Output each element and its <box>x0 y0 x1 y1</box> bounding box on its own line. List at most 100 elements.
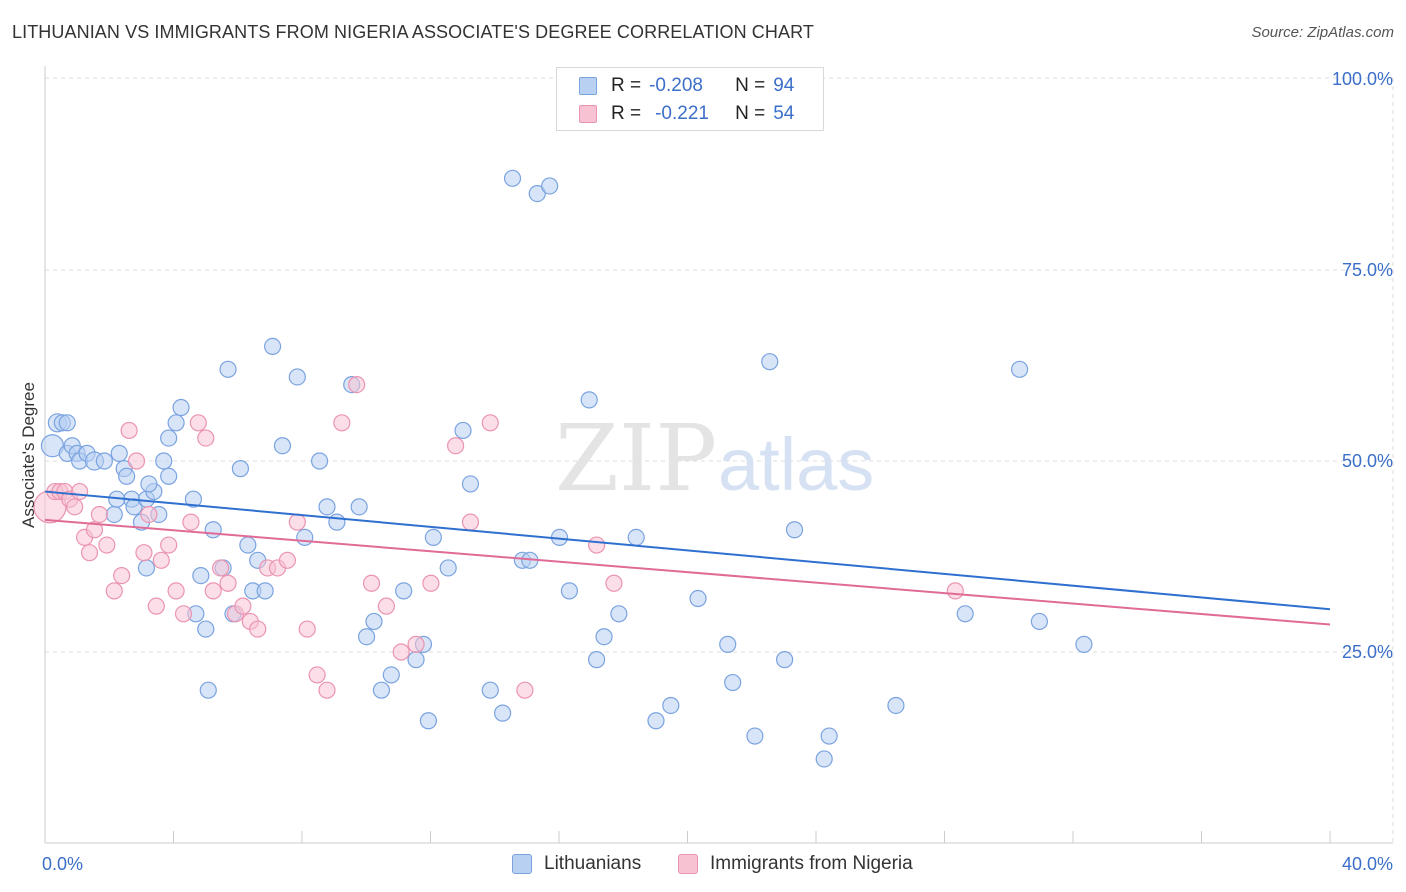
y-tick-label-75: 75.0% <box>1342 260 1393 280</box>
nigeria-point <box>113 566 131 585</box>
lithuanian-point <box>263 337 282 355</box>
trend-layer <box>44 490 1331 626</box>
lithuanian-point <box>310 452 329 470</box>
lithuanian-point <box>140 475 158 493</box>
lithuanian-point <box>288 368 306 386</box>
lithuanian-point <box>785 521 804 539</box>
lithuanian-point <box>160 429 178 447</box>
lithuanian-point <box>647 712 665 730</box>
nigeria-point <box>288 513 306 531</box>
lithuanian-point <box>382 666 400 684</box>
lithuanian-point <box>439 559 457 577</box>
lithuanian-point <box>395 582 413 600</box>
lithuanian-point <box>689 589 707 608</box>
lithuanian-point <box>199 681 217 699</box>
nigeria-point <box>80 544 99 562</box>
lithuanian-point <box>296 528 314 547</box>
nigeria-point <box>308 666 326 684</box>
nigeria-point <box>333 414 351 432</box>
lithuanian-point <box>454 421 472 440</box>
x-tick-label-min: 0.0% <box>42 854 83 874</box>
nigeria-point <box>516 681 534 699</box>
lithuanian-point <box>610 605 628 623</box>
lithuanian-point <box>167 414 185 432</box>
lithuanian-point <box>197 620 215 638</box>
legend-n-label: N = <box>735 103 766 124</box>
bottom-legend-swatch-blue <box>512 854 532 874</box>
lithuanian-point <box>1011 360 1029 378</box>
lithuanian-point <box>95 452 113 470</box>
lithuanian-point <box>494 704 512 722</box>
nigeria-point <box>140 505 158 524</box>
nigeria-point <box>90 505 109 524</box>
nigeria-point <box>392 643 410 661</box>
bottom-legend-swatch-pink <box>678 854 698 874</box>
lithuanian-point <box>461 475 480 493</box>
nigeria-point <box>197 429 215 447</box>
nigeria-point <box>377 597 395 615</box>
watermark-atlas: atlas <box>718 423 874 506</box>
nigeria-point <box>189 414 207 432</box>
lithuanian-point <box>219 360 237 378</box>
nigeria-point <box>152 551 170 569</box>
lithuanian-point <box>1030 612 1048 631</box>
nigeria-point <box>85 521 104 539</box>
lithuanian-point <box>820 727 838 745</box>
nigeria-point <box>182 513 200 531</box>
nigeria-point <box>120 421 138 440</box>
nigeria-point <box>71 482 89 501</box>
nigeria-point <box>167 582 185 600</box>
lithuanian-point <box>192 566 210 585</box>
lithuanian-point <box>724 673 742 692</box>
axis-layer: 25.0% 50.0% 75.0% 100.0% 0.0% 40.0% <box>42 66 1393 874</box>
legend-row-lithuanians: R = -0.208 N = 94 <box>579 74 794 98</box>
legend-n-label: N = <box>735 75 766 96</box>
lithuanian-point <box>580 391 598 409</box>
watermark-zip: ZIP <box>555 405 717 512</box>
legend-row-nigeria: R = -0.221 N = 54 <box>579 102 794 126</box>
x-tick-label-max: 40.0% <box>1342 854 1393 874</box>
nigeria-point <box>135 544 153 562</box>
nigeria-point <box>407 635 425 653</box>
watermark: ZIP atlas <box>555 405 874 512</box>
lithuanian-point <box>503 169 522 187</box>
lithuanian-point <box>204 521 222 539</box>
lithuanian-point <box>595 628 613 646</box>
lithuanian-point <box>627 528 645 547</box>
nigeria-point <box>278 551 297 569</box>
nigeria-point <box>174 605 193 623</box>
bottom-legend-lithuanians: Lithuanians <box>512 852 641 876</box>
lithuanian-point <box>424 528 442 547</box>
legend-swatch-blue <box>579 77 597 95</box>
nigeria-point <box>481 414 499 432</box>
lithuanian-point <box>184 490 203 508</box>
legend-n-value-2: 54 <box>773 103 795 124</box>
lithuanian-point <box>761 353 779 371</box>
nigeria-point <box>298 620 316 638</box>
nigeria-point <box>348 376 366 394</box>
bottom-legend-nigeria: Immigrants from Nigeria <box>678 852 913 876</box>
lithuanian-point <box>776 651 794 669</box>
lithuanian-point <box>481 681 499 699</box>
lithuanian-point <box>528 185 546 203</box>
lithuanian-point <box>58 414 76 432</box>
lithuanian-point <box>105 505 123 524</box>
nigeria-point <box>105 582 123 600</box>
legend-r-label: R = <box>611 75 642 96</box>
lithuanian-point <box>110 444 128 462</box>
lithuanian-point <box>328 513 346 531</box>
lithuanian-point <box>137 559 156 577</box>
lithuanian-point <box>1075 635 1093 653</box>
nigeria-point <box>946 582 964 600</box>
lithuanian-point <box>357 628 376 646</box>
y-tick-label-50: 50.0% <box>1342 451 1393 471</box>
nigeria-point <box>249 620 267 638</box>
lithuanian-point <box>419 712 438 730</box>
lithuanian-point <box>318 498 336 516</box>
lithuanian-point <box>172 398 190 417</box>
lithuanian-point <box>588 651 606 669</box>
nigeria-point <box>362 574 381 592</box>
lithuanian-point <box>155 452 173 470</box>
lithuanian-point <box>118 467 136 485</box>
